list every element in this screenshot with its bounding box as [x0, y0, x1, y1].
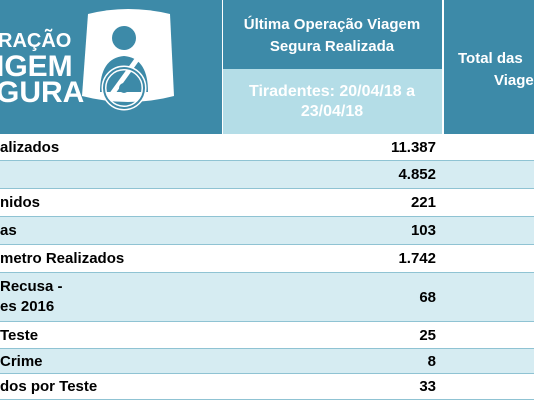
row-separator [0, 321, 534, 322]
row-separator [0, 399, 534, 400]
table-row [0, 134, 534, 160]
row-value: 11.387 [390, 138, 436, 156]
table-row [0, 322, 534, 348]
row-value: 221 [410, 194, 436, 211]
row-label-line2: es 2016 [0, 298, 55, 315]
row-label: as [0, 222, 17, 239]
column-header-last-operation: Última Operação Viagem Segura Realizada [222, 0, 442, 69]
row-label: Recusa - es 2016 [0, 277, 222, 317]
row-label: dos por Teste [0, 377, 98, 395]
row-value: 33 [419, 377, 436, 395]
row-value: 4.852 [398, 166, 436, 183]
table-row [0, 349, 534, 373]
row-label: Crime [0, 352, 43, 370]
logo-line-1: RAÇÃO [0, 30, 72, 52]
row-separator [0, 348, 534, 349]
row-separator [0, 188, 534, 189]
table-row [0, 245, 534, 272]
logo-banner: RAÇÃO IGEM GURA [0, 0, 222, 134]
row-separator [0, 272, 534, 273]
logo-line-2: IGEM [0, 50, 73, 83]
row-label: nidos [0, 194, 40, 211]
row-separator [0, 244, 534, 245]
logo-line-3: GURA [0, 76, 85, 109]
row-separator [0, 160, 534, 161]
row-label-line1: Recusa - [0, 278, 63, 295]
row-label: metro Realizados [0, 250, 125, 267]
row-value: 8 [427, 352, 436, 370]
row-value: 68 [419, 288, 436, 306]
row-label [0, 161, 222, 188]
row-value: 25 [419, 326, 436, 344]
steering-wheel-driver-icon [82, 9, 174, 111]
row-label: alizados [0, 138, 60, 156]
row-value: 1.742 [398, 250, 436, 267]
table-row [0, 217, 534, 244]
table-row [0, 273, 534, 321]
row-separator [0, 216, 534, 217]
column-header-total: Total das Viage [444, 0, 534, 134]
table-row [0, 374, 534, 402]
column-header-total-line1: Total das [458, 50, 523, 67]
table-row [0, 189, 534, 216]
column-divider [442, 0, 444, 134]
column-header-total-line2: Viage [494, 72, 534, 89]
row-value: 103 [410, 222, 436, 239]
row-label: Teste [0, 326, 39, 344]
row-separator [0, 373, 534, 374]
column-subheader-period: Tiradentes: 20/04/18 a 23/04/18 [222, 69, 442, 134]
table-row [0, 161, 534, 188]
